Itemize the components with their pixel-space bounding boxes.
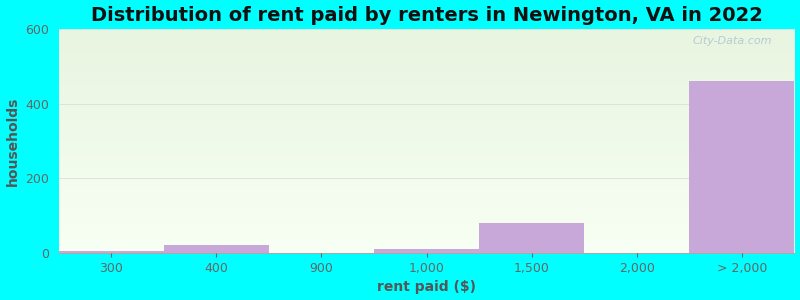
Bar	[58, 251, 164, 253]
Bar	[164, 245, 269, 253]
Title: Distribution of rent paid by renters in Newington, VA in 2022: Distribution of rent paid by renters in …	[90, 6, 762, 25]
Text: City-Data.com: City-Data.com	[693, 36, 772, 46]
Y-axis label: households: households	[6, 96, 19, 186]
Bar	[690, 81, 794, 253]
Bar	[479, 223, 584, 253]
Bar	[374, 249, 479, 253]
X-axis label: rent paid ($): rent paid ($)	[377, 280, 476, 294]
